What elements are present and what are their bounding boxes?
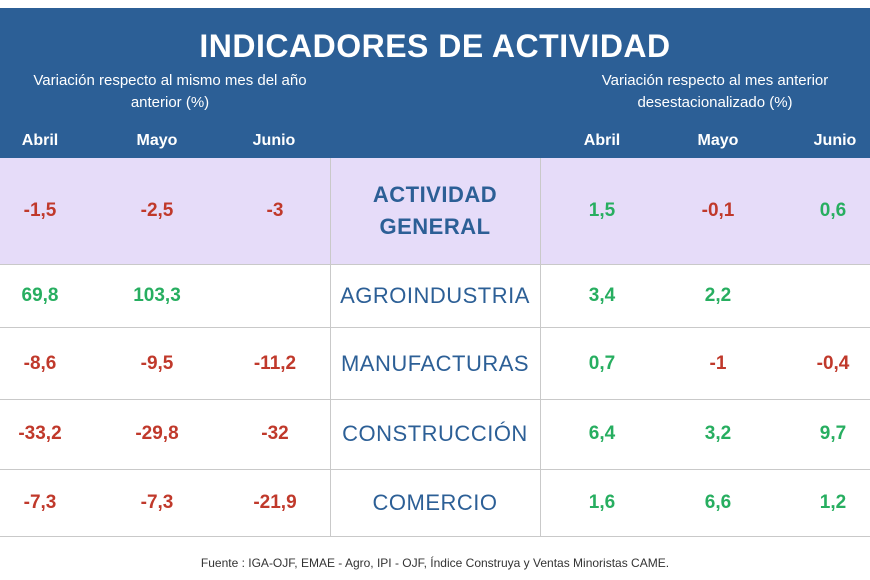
sector-label: MANUFACTURAS (330, 350, 540, 378)
yoy-value-junio: -11,2 (253, 352, 297, 374)
col-header-yoy-junio: Junio (252, 132, 296, 149)
mom-value-abril: 1,6 (588, 491, 616, 513)
yoy-value-mayo: -29,8 (135, 423, 179, 444)
page-title: INDICADORES DE ACTIVIDAD (199, 28, 671, 64)
yoy-value-mayo: -2,5 (140, 200, 174, 221)
sector-label: AGROINDUSTRIA (330, 282, 540, 310)
mom-value-abril: 3,4 (588, 285, 616, 306)
sector-label-line: MANUFACTURAS (340, 350, 530, 376)
yoy-value-abril: -8,6 (23, 352, 57, 374)
column-divider (330, 158, 331, 536)
mom-value-abril: 6,4 (588, 423, 616, 444)
mom-value-junio: 1,2 (819, 491, 847, 513)
col-header-mom-junio: Junio (813, 132, 857, 149)
table-row-highlight: -1,5 -2,5 -3 1,5 -0,1 0,6 ACTIVIDAD GENERAL (0, 158, 870, 264)
yoy-value-mayo: -9,5 (140, 352, 174, 374)
sector-label-line: COMERCIO (372, 489, 498, 515)
yoy-value-abril: -7,3 (23, 491, 57, 513)
yoy-value-mayo: 103,3 (133, 285, 181, 306)
sector-label: COMERCIO (330, 489, 540, 517)
mom-value-junio: 9,7 (819, 423, 847, 444)
col-header-yoy-abril: Abril (21, 132, 59, 149)
table-header: INDICADORES DE ACTIVIDAD Variación respe… (0, 8, 870, 158)
mom-value-mayo: 6,6 (704, 491, 732, 513)
yoy-value-junio: -32 (261, 423, 289, 444)
right-header-line1: Variación respecto al mes anterior (601, 72, 829, 89)
sector-label-line: CONSTRUCCIÓN (342, 421, 528, 446)
table-row: -7,3 -7,3 -21,9 1,6 6,6 1,2 COMERCIO (0, 469, 870, 536)
col-header-mom-abril: Abril (583, 132, 621, 149)
left-header-line2: anterior (%) (130, 94, 210, 111)
mom-value-mayo: 3,2 (704, 423, 732, 444)
mom-value-junio: -0,4 (816, 352, 850, 374)
row-divider (0, 264, 870, 265)
row-divider (0, 469, 870, 470)
left-header-note: Variación respecto al mismo mes del año … (10, 70, 330, 114)
sector-label-line: ACTIVIDAD (372, 182, 498, 207)
col-header-yoy-mayo: Mayo (136, 132, 178, 149)
row-divider (0, 536, 870, 537)
yoy-value-mayo: -7,3 (140, 491, 174, 513)
yoy-value-abril: 69,8 (21, 285, 59, 306)
col-header-mom-mayo: Mayo (697, 132, 739, 149)
yoy-value-abril: -33,2 (18, 423, 62, 444)
mom-value-mayo: -0,1 (701, 200, 735, 221)
mom-value-abril: 1,5 (588, 200, 616, 221)
sector-label-line: GENERAL (379, 214, 491, 239)
row-divider (0, 327, 870, 328)
yoy-value-junio: -21,9 (253, 491, 297, 513)
yoy-value-abril: -1,5 (23, 200, 57, 221)
column-divider (540, 158, 541, 536)
yoy-value-junio: -3 (266, 200, 284, 221)
source-note: Fuente : IGA-OJF, EMAE - Agro, IPI - OJF… (200, 556, 670, 570)
right-header-note: Variación respecto al mes anterior deses… (570, 70, 860, 114)
mom-value-junio: 0,6 (819, 200, 847, 221)
sector-label-line: AGROINDUSTRIA (340, 283, 530, 308)
table-row: -33,2 -29,8 -32 6,4 3,2 9,7 CONSTRUCCIÓN (0, 399, 870, 469)
sector-label: CONSTRUCCIÓN (330, 420, 540, 448)
mom-value-mayo: 2,2 (704, 285, 732, 306)
row-divider (0, 399, 870, 400)
mom-value-abril: 0,7 (588, 352, 616, 374)
mom-value-mayo: -1 (709, 352, 727, 374)
table-row: -8,6 -9,5 -11,2 0,7 -1 -0,4 MANUFACTURAS (0, 328, 870, 399)
left-header-line1: Variación respecto al mismo mes del año (33, 72, 307, 89)
table-row: 69,8 103,3 3,4 2,2 AGROINDUSTRIA (0, 264, 870, 328)
right-header-line2: desestacionalizado (%) (637, 94, 793, 111)
sector-label: ACTIVIDAD GENERAL (330, 179, 540, 243)
